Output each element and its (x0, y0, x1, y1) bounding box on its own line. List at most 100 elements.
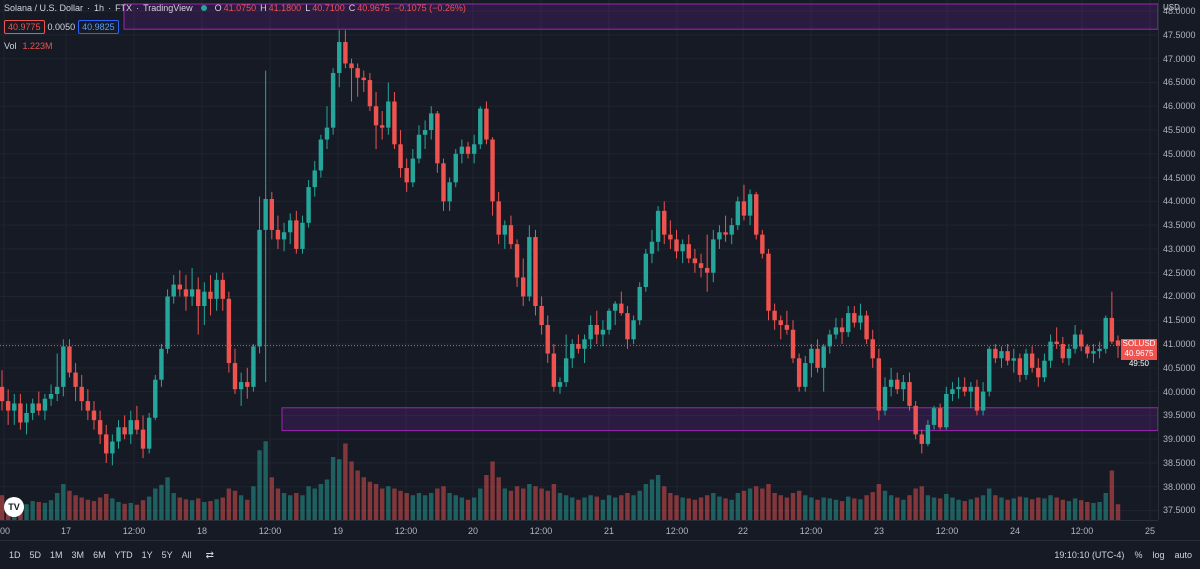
candle-body[interactable] (895, 379, 900, 390)
candle-body[interactable] (876, 358, 882, 411)
candle-body[interactable] (416, 134, 422, 159)
time-axis[interactable]: 00 17 12:00 18 12:00 19 12:00 20 12:00 21 12:00 22 1… (0, 520, 1158, 541)
candle-body[interactable] (459, 146, 465, 154)
candle-body[interactable] (987, 348, 992, 392)
candle-body[interactable] (901, 382, 906, 390)
candle-body[interactable] (514, 244, 520, 278)
range-button-all[interactable]: All (181, 550, 192, 560)
candle-body[interactable] (379, 125, 385, 128)
candle-body[interactable] (1029, 353, 1035, 368)
candle-body[interactable] (361, 77, 366, 81)
candle-body[interactable] (18, 403, 23, 423)
candle-body[interactable] (563, 358, 569, 383)
range-button-6m[interactable]: 6M (93, 550, 106, 560)
candle-body[interactable] (355, 68, 360, 78)
candle-body[interactable] (153, 379, 158, 418)
candle-body[interactable] (796, 358, 802, 387)
candle-body[interactable] (582, 339, 587, 349)
candle-body[interactable] (67, 346, 72, 373)
candle-body[interactable] (220, 279, 225, 299)
candle-body[interactable] (1023, 353, 1029, 375)
candle-body[interactable] (447, 182, 452, 202)
candle-body[interactable] (956, 386, 961, 390)
candle-body[interactable] (465, 146, 471, 154)
candle-body[interactable] (913, 405, 918, 435)
candle-body[interactable] (600, 329, 606, 335)
candle-body[interactable] (202, 291, 207, 306)
candle-body[interactable] (925, 424, 931, 444)
candle-body[interactable] (196, 289, 201, 306)
candle-body[interactable] (392, 101, 397, 145)
candle-body[interactable] (238, 382, 244, 390)
candle-body[interactable] (980, 391, 986, 411)
interval-label[interactable]: 1h (94, 3, 105, 13)
percent-scale-toggle[interactable]: % (1134, 550, 1143, 560)
candle-body[interactable] (612, 303, 618, 311)
candle-body[interactable] (1085, 346, 1090, 354)
candle-body[interactable] (698, 263, 704, 268)
candle-body[interactable] (944, 393, 949, 428)
candle-body[interactable] (551, 353, 557, 387)
candle-body[interactable] (1066, 348, 1072, 359)
candle-body[interactable] (619, 303, 624, 314)
candle-body[interactable] (73, 372, 78, 387)
candle-body[interactable] (104, 434, 109, 454)
candle-body[interactable] (312, 170, 317, 188)
candle-body[interactable] (717, 232, 722, 240)
candle-body[interactable] (790, 329, 796, 359)
candle-body[interactable] (974, 386, 980, 411)
candle-body[interactable] (815, 348, 820, 368)
candle-body[interactable] (110, 441, 115, 454)
candle-body[interactable] (637, 286, 642, 321)
candle-body[interactable] (508, 225, 514, 245)
candle-body[interactable] (177, 284, 183, 290)
candle-body[interactable] (999, 351, 1004, 359)
candle-body[interactable] (545, 325, 550, 354)
candle-body[interactable] (12, 403, 17, 411)
candle-body[interactable] (809, 348, 814, 364)
volume-label[interactable]: Vol (4, 41, 17, 51)
candle-body[interactable] (1017, 358, 1023, 375)
candle-body[interactable] (97, 420, 103, 435)
candle-body[interactable] (189, 289, 195, 297)
candlestick-chart[interactable] (0, 0, 1158, 520)
candle-body[interactable] (1097, 348, 1102, 352)
candle-body[interactable] (214, 279, 219, 299)
candle-body[interactable] (36, 403, 41, 411)
candle-body[interactable] (208, 291, 213, 299)
candle-body[interactable] (435, 113, 440, 164)
price-axis[interactable]: USD 48.0000 47.5000 47.0000 46.5000 46.0000 4… (1158, 0, 1200, 520)
candle-body[interactable] (30, 403, 35, 413)
range-button-3m[interactable]: 3M (71, 550, 85, 560)
range-button-ytd[interactable]: YTD (114, 550, 133, 560)
candle-body[interactable] (159, 348, 164, 380)
candle-body[interactable] (643, 253, 649, 287)
candle-body[interactable] (24, 412, 29, 423)
candle-body[interactable] (1005, 351, 1010, 361)
candle-body[interactable] (422, 130, 428, 135)
candle-body[interactable] (858, 315, 863, 323)
candle-body[interactable] (330, 72, 336, 128)
candle-body[interactable] (306, 187, 311, 223)
support-resistance-zone[interactable] (123, 3, 1158, 30)
candle-body[interactable] (827, 334, 833, 347)
candle-body[interactable] (183, 289, 189, 297)
candle-body[interactable] (557, 382, 563, 387)
candle-body[interactable] (134, 420, 140, 430)
candle-body[interactable] (281, 232, 287, 240)
market-status-dot[interactable] (200, 5, 207, 11)
range-button-1m[interactable]: 1M (50, 550, 63, 560)
log-scale-toggle[interactable]: log (1152, 550, 1165, 560)
candle-body[interactable] (337, 42, 342, 73)
candle-body[interactable] (741, 201, 747, 216)
candle-body[interactable] (839, 327, 845, 333)
symbol-title[interactable]: Solana / U.S. Dollar (4, 3, 84, 13)
candle-body[interactable] (754, 194, 759, 235)
candle-body[interactable] (5, 401, 11, 411)
clock-display[interactable]: 19:10:10 (UTC-4) (1054, 550, 1125, 560)
candle-body[interactable] (502, 225, 508, 235)
candle-body[interactable] (1054, 341, 1059, 345)
candle-body[interactable] (962, 386, 967, 392)
candle-body[interactable] (1072, 334, 1078, 349)
candle-body[interactable] (490, 139, 495, 202)
